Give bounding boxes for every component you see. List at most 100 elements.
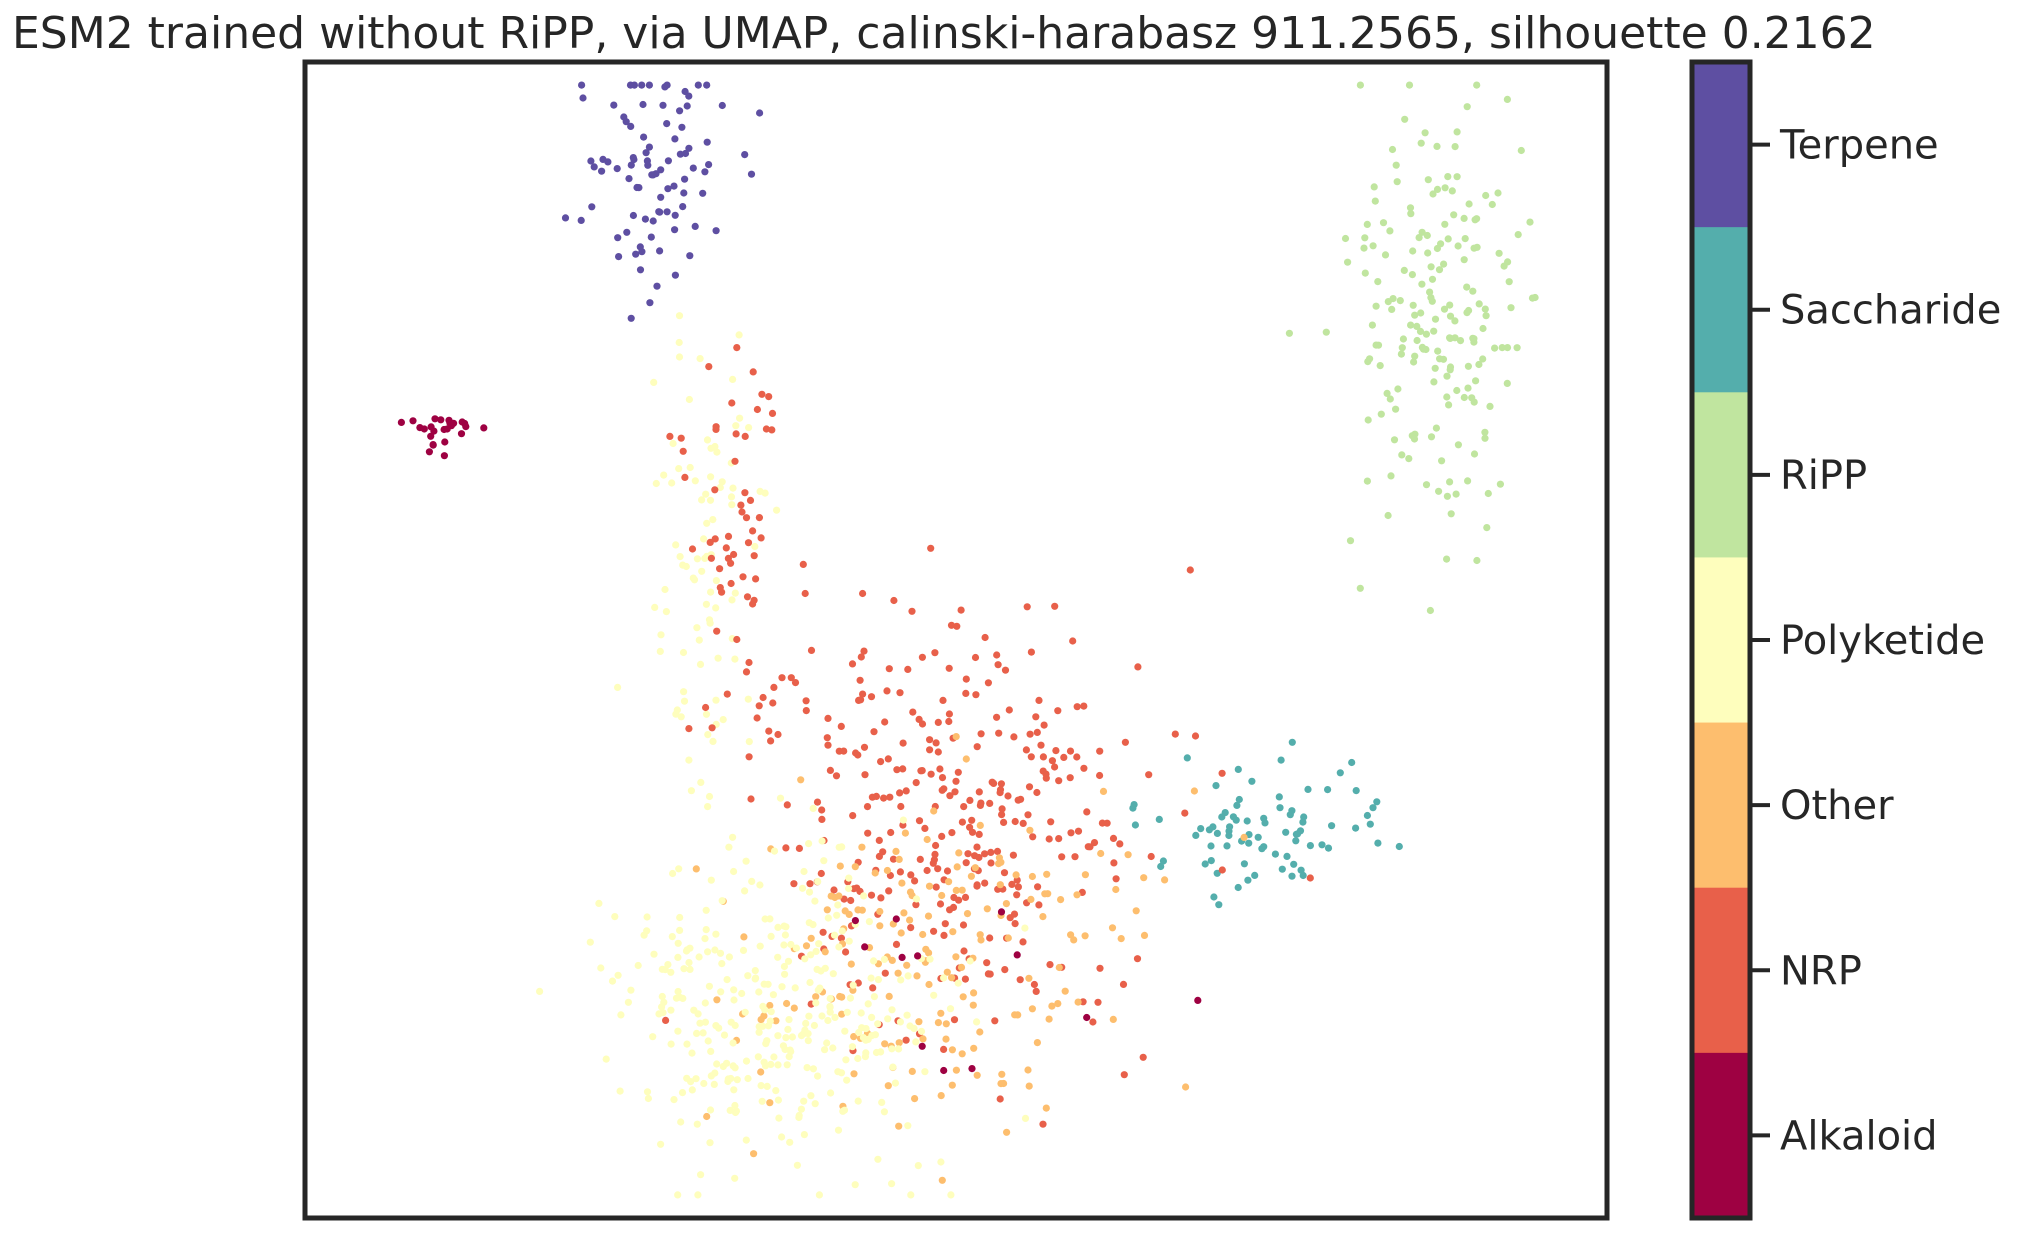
point-polyketide [807,1092,815,1100]
point-nrp [1121,738,1129,746]
point-nrp [1011,817,1019,826]
point-polyketide [685,756,693,764]
point-polyketide [649,1033,657,1041]
point-nrp [902,787,910,795]
point-polyketide [616,1087,624,1095]
point-ripp [1463,283,1471,291]
point-polyketide [729,484,737,492]
point-polyketide [686,463,694,472]
point-other [790,1004,798,1012]
point-polyketide [694,1191,702,1199]
point-polyketide [676,553,684,561]
point-polyketide [738,989,746,998]
point-nrp [1023,603,1031,611]
point-ripp [1374,278,1382,286]
point-nrp [1218,769,1226,777]
point-ripp [1498,344,1506,352]
point-nrp [1120,1071,1128,1079]
point-nrp [954,768,962,776]
point-nrp [896,789,904,797]
point-nrp [908,607,916,615]
point-polyketide [670,1096,678,1104]
point-polyketide [870,993,879,1001]
point-polyketide [667,968,675,976]
point-ripp [1387,472,1395,480]
point-nrp [795,844,804,853]
point-nrp [755,514,764,522]
point-polyketide [690,576,699,584]
point-saccharide [1348,758,1356,767]
point-polyketide [617,1011,625,1019]
point-saccharide [1234,883,1242,892]
point-saccharide [1306,842,1314,850]
point-other [952,1066,961,1074]
point-nrp [932,841,940,850]
point-other [807,934,815,942]
point-saccharide [1283,852,1291,861]
point-other [997,858,1005,866]
point-other [925,949,933,957]
point-saccharide [1155,815,1163,824]
point-other [821,948,829,956]
point-polyketide [728,596,736,604]
point-ripp [1372,341,1380,349]
point-other [1117,935,1125,943]
point-polyketide [728,501,736,509]
point-nrp [807,646,816,655]
point-other [1039,913,1047,921]
point-other [1081,932,1089,940]
point-terpene [590,163,598,171]
point-nrp [947,621,956,629]
point-nrp [840,747,848,755]
point-ripp [1356,81,1364,89]
point-nrp [909,708,917,716]
point-nrp [1080,764,1088,772]
point-nrp [1027,648,1035,656]
point-polyketide [798,884,807,892]
point-other [760,1012,768,1020]
point-other [1054,1000,1062,1008]
point-polyketide [702,600,711,608]
point-polyketide [827,1089,835,1097]
point-nrp [1008,880,1016,889]
point-terpene [645,143,654,151]
point-nrp [1011,920,1019,928]
point-alkaloid [441,438,449,446]
point-polyketide [730,996,738,1004]
point-terpene [649,171,657,179]
point-ripp [1440,305,1449,313]
point-polyketide [693,555,702,563]
point-other [812,993,820,1001]
point-ripp [1479,355,1487,363]
point-saccharide [1260,814,1268,822]
point-nrp [818,815,826,824]
point-polyketide [729,833,737,841]
point-nrp [730,550,738,559]
point-other [885,992,893,1001]
point-nrp [837,722,845,731]
point-nrp [977,799,985,807]
point-ripp [1407,210,1415,218]
point-polyketide [732,422,740,430]
plot-area-frame [302,59,1610,1221]
point-polyketide [884,1015,892,1023]
point-other [845,910,853,919]
point-ripp [1341,234,1350,243]
point-polyketide [650,950,658,958]
point-nrp [948,829,956,837]
point-polyketide [702,906,710,914]
point-polyketide [712,577,721,585]
point-ripp [1424,176,1432,184]
point-other [937,1009,945,1017]
point-nrp [926,736,934,744]
point-saccharide [1373,798,1381,806]
point-polyketide [937,1158,945,1166]
point-polyketide [815,940,823,948]
point-nrp [957,606,965,614]
point-nrp [677,434,685,442]
point-polyketide [843,1008,851,1016]
point-polyketide [773,506,781,514]
point-polyketide [854,1097,862,1105]
point-terpene [599,155,607,163]
